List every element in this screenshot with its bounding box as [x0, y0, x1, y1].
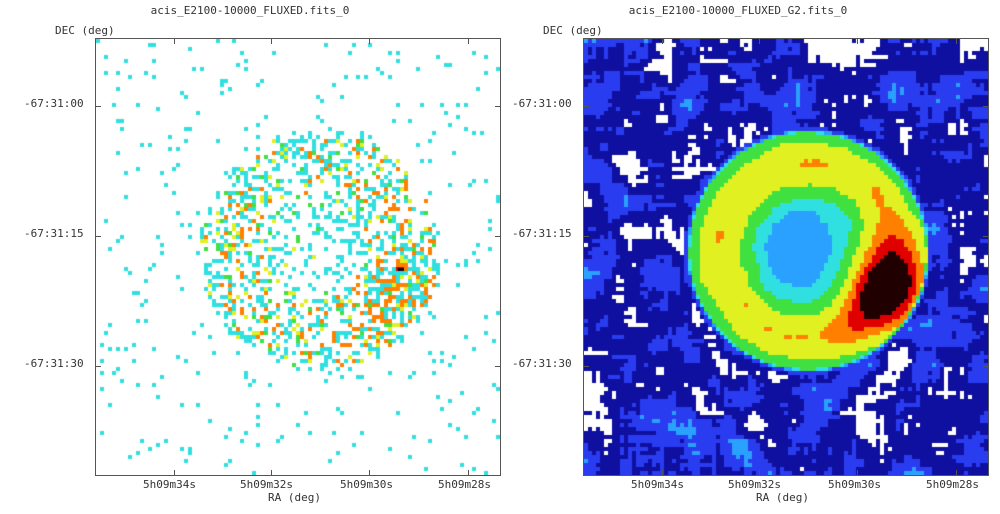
y-axis-label: DEC (deg): [543, 24, 603, 37]
y-tick-mark: [495, 366, 500, 367]
x-tick-label: 5h09m34s: [143, 478, 196, 491]
y-tick-mark: [584, 236, 589, 237]
x-tick-label: 5h09m30s: [828, 478, 881, 491]
x-tick-mark: [857, 39, 858, 44]
x-tick-mark: [271, 39, 272, 44]
y-tick-mark: [96, 236, 101, 237]
x-tick-mark: [759, 39, 760, 44]
y-tick-mark: [96, 106, 101, 107]
panel-title: acis_E2100-10000_FLUXED_G2.fits_0: [628, 4, 848, 17]
smoothed-intensity-image[interactable]: [584, 39, 988, 475]
y-tick-mark: [495, 236, 500, 237]
x-tick-mark: [662, 470, 663, 475]
x-tick-mark: [956, 470, 957, 475]
x-tick-mark: [956, 39, 957, 44]
y-tick-label: -67:31:00: [24, 97, 84, 110]
smoothed-image-panel: acis_E2100-10000_FLUXED_G2.fits_0 DEC (d…: [488, 0, 989, 514]
y-tick-label: -67:31:30: [512, 357, 572, 370]
x-tick-label: 5h09m34s: [631, 478, 684, 491]
x-tick-mark: [468, 39, 469, 44]
x-tick-mark: [662, 39, 663, 44]
x-tick-label: 5h09m32s: [240, 478, 293, 491]
y-tick-label: -67:31:00: [512, 97, 572, 110]
x-tick-label: 5h09m28s: [438, 478, 491, 491]
x-tick-mark: [857, 470, 858, 475]
x-tick-mark: [759, 470, 760, 475]
y-tick-label: -67:31:30: [24, 357, 84, 370]
x-tick-mark: [369, 470, 370, 475]
y-tick-label: -67:31:15: [24, 227, 84, 240]
y-tick-mark: [584, 366, 589, 367]
y-tick-mark: [983, 366, 988, 367]
y-tick-mark: [584, 106, 589, 107]
x-tick-mark: [369, 39, 370, 44]
panel-title: acis_E2100-10000_FLUXED.fits_0: [150, 4, 350, 17]
x-tick-mark: [174, 470, 175, 475]
y-tick-mark: [96, 366, 101, 367]
x-tick-label: 5h09m32s: [728, 478, 781, 491]
x-tick-mark: [271, 470, 272, 475]
y-tick-mark: [983, 106, 988, 107]
y-tick-mark: [983, 236, 988, 237]
raw-image-panel: acis_E2100-10000_FLUXED.fits_0 DEC (deg)…: [24, 4, 501, 504]
y-tick-mark: [495, 106, 500, 107]
x-tick-mark: [174, 39, 175, 44]
x-axis-label: RA (deg): [756, 491, 809, 504]
y-tick-label: -67:31:15: [512, 227, 572, 240]
x-tick-label: 5h09m30s: [340, 478, 393, 491]
smoothed-image-plot[interactable]: [583, 38, 989, 476]
x-axis-label: RA (deg): [268, 491, 321, 504]
y-axis-label: DEC (deg): [55, 24, 115, 37]
x-tick-mark: [468, 470, 469, 475]
x-tick-label: 5h09m28s: [926, 478, 979, 491]
raw-counts-image[interactable]: [96, 39, 500, 475]
raw-image-plot[interactable]: [95, 38, 501, 476]
